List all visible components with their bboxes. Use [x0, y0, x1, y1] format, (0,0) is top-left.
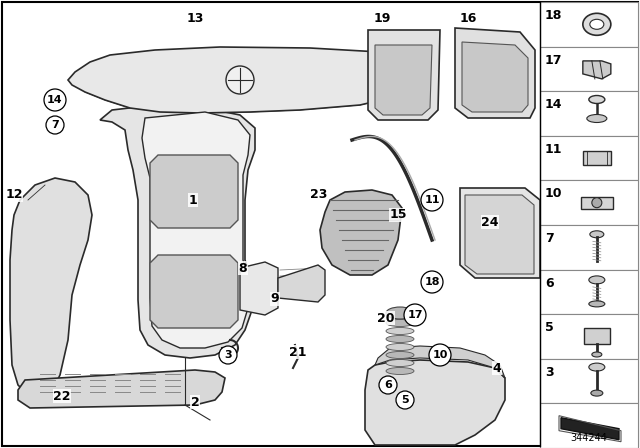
Bar [540, 136, 638, 181]
Ellipse shape [591, 390, 603, 396]
Polygon shape [278, 265, 325, 302]
Polygon shape [455, 28, 535, 118]
Polygon shape [561, 418, 619, 439]
Text: 14: 14 [545, 98, 563, 111]
Bar [584, 328, 610, 345]
Ellipse shape [386, 307, 414, 319]
Polygon shape [581, 197, 613, 209]
Text: 5: 5 [545, 321, 554, 334]
Ellipse shape [386, 327, 414, 335]
Polygon shape [375, 346, 505, 378]
Text: 10: 10 [432, 350, 448, 360]
Text: 21: 21 [289, 345, 307, 358]
Ellipse shape [583, 13, 611, 35]
Text: 15: 15 [389, 208, 407, 221]
Bar [540, 47, 638, 91]
Ellipse shape [386, 319, 414, 327]
Polygon shape [150, 255, 238, 328]
Bar [540, 225, 638, 270]
Text: 3: 3 [545, 366, 554, 379]
Circle shape [396, 391, 414, 409]
Text: 11: 11 [545, 143, 563, 156]
Text: 12: 12 [5, 189, 23, 202]
Ellipse shape [386, 352, 414, 358]
Text: 14: 14 [47, 95, 63, 105]
Polygon shape [368, 30, 440, 120]
Text: 6: 6 [384, 380, 392, 390]
Text: 22: 22 [53, 389, 71, 402]
Circle shape [429, 344, 451, 366]
Ellipse shape [590, 19, 604, 29]
Ellipse shape [589, 276, 605, 284]
Polygon shape [68, 47, 415, 113]
Ellipse shape [589, 301, 605, 307]
Circle shape [46, 116, 64, 134]
Text: 18: 18 [545, 9, 563, 22]
Ellipse shape [589, 95, 605, 103]
Polygon shape [583, 151, 611, 165]
Text: 11: 11 [424, 195, 440, 205]
Text: 20: 20 [377, 311, 395, 324]
Polygon shape [583, 61, 611, 79]
Ellipse shape [592, 352, 602, 357]
Bar [540, 314, 638, 359]
Ellipse shape [386, 367, 414, 375]
Text: 23: 23 [310, 189, 328, 202]
Ellipse shape [386, 311, 414, 319]
Polygon shape [460, 188, 540, 278]
Polygon shape [150, 155, 238, 228]
Circle shape [44, 89, 66, 111]
Circle shape [421, 189, 443, 211]
Ellipse shape [589, 363, 605, 371]
Polygon shape [365, 360, 505, 445]
Bar [540, 403, 638, 448]
Ellipse shape [386, 336, 414, 343]
Polygon shape [375, 45, 432, 115]
Text: 10: 10 [545, 187, 563, 200]
Ellipse shape [386, 359, 414, 366]
Text: 6: 6 [545, 276, 554, 289]
Text: 1: 1 [189, 194, 197, 207]
Polygon shape [10, 178, 92, 400]
Ellipse shape [590, 231, 604, 238]
Circle shape [379, 376, 397, 394]
Text: 3: 3 [224, 350, 232, 360]
Text: 13: 13 [186, 12, 204, 25]
Circle shape [226, 66, 254, 94]
Polygon shape [142, 112, 250, 348]
Polygon shape [18, 370, 225, 408]
Text: 344244: 344244 [571, 433, 607, 443]
Circle shape [421, 271, 443, 293]
Text: 8: 8 [239, 262, 247, 275]
Circle shape [404, 304, 426, 326]
Polygon shape [100, 105, 255, 358]
Polygon shape [80, 72, 415, 113]
Bar [540, 91, 638, 136]
Text: 19: 19 [373, 12, 390, 25]
Bar [540, 270, 638, 314]
Text: 7: 7 [51, 120, 59, 130]
Circle shape [219, 346, 237, 364]
Ellipse shape [386, 344, 414, 350]
Text: 17: 17 [545, 54, 563, 67]
Polygon shape [320, 190, 402, 275]
Text: 4: 4 [493, 362, 501, 375]
Polygon shape [462, 42, 528, 112]
Text: 2: 2 [191, 396, 200, 409]
Ellipse shape [587, 115, 607, 122]
Text: 17: 17 [407, 310, 423, 320]
Text: 16: 16 [460, 12, 477, 25]
Text: 5: 5 [401, 395, 409, 405]
Polygon shape [240, 262, 278, 315]
Bar [540, 359, 638, 403]
Text: 9: 9 [271, 293, 279, 306]
Circle shape [592, 198, 602, 208]
Text: 7: 7 [545, 232, 554, 245]
Text: 18: 18 [424, 277, 440, 287]
Polygon shape [465, 195, 534, 274]
Text: 24: 24 [481, 215, 499, 228]
Bar [540, 181, 638, 225]
Bar [540, 2, 638, 47]
